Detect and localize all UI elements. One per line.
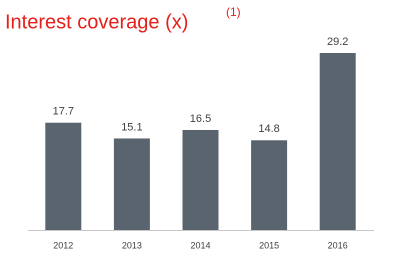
bar: [182, 129, 219, 230]
x-tick-label: 2015: [259, 240, 279, 250]
bar: [113, 138, 150, 230]
value-label: 15.1: [121, 121, 142, 133]
value-label: 14.8: [258, 123, 279, 135]
x-tick-label: 2013: [122, 240, 142, 250]
title-superscript: (1): [226, 5, 241, 19]
x-tick-label: 2012: [53, 240, 73, 250]
chart-title: Interest coverage (x): [5, 11, 188, 33]
bar: [251, 140, 288, 230]
x-tick-label: 2016: [328, 240, 348, 250]
bar: [319, 53, 356, 230]
value-label: 16.5: [190, 113, 211, 125]
value-label: 29.2: [327, 36, 348, 48]
value-label: 17.7: [53, 106, 74, 118]
bar: [45, 122, 82, 230]
x-tick-label: 2014: [190, 240, 210, 250]
